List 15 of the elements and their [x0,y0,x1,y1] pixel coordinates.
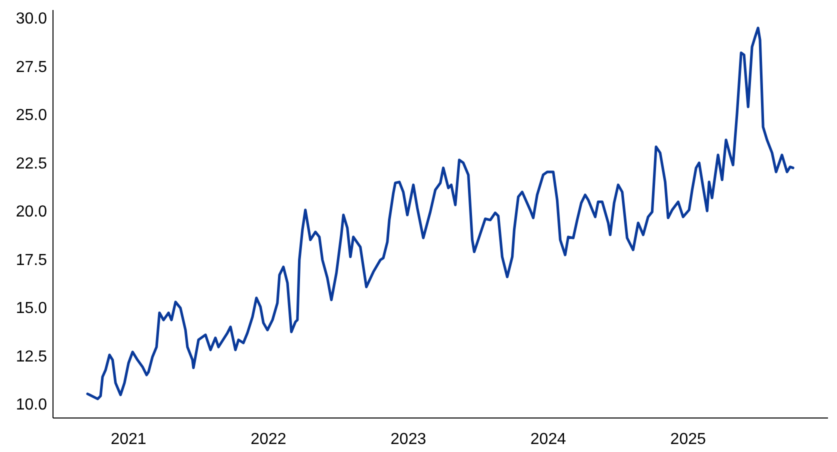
y-tick-label: 25.0 [16,107,48,124]
y-tick-label: 15.0 [16,300,48,318]
x-tick-label: 2025 [670,431,706,448]
y-tick-label: 12.5 [16,348,48,366]
y-tick-label: 20.0 [16,204,48,221]
line-series [86,26,794,400]
x-tick-label: 2021 [110,431,146,448]
x-tick-label: 2023 [390,431,426,448]
y-tick-label: 10.0 [16,396,48,414]
y-tick-label: 30.0 [16,10,48,28]
x-tick-label: 2022 [250,431,286,448]
x-tick-label: 2024 [530,431,566,448]
y-tick-label: 22.5 [16,155,48,172]
y-tick-label: 27.5 [16,58,48,76]
y-tick-label: 17.5 [16,252,48,269]
